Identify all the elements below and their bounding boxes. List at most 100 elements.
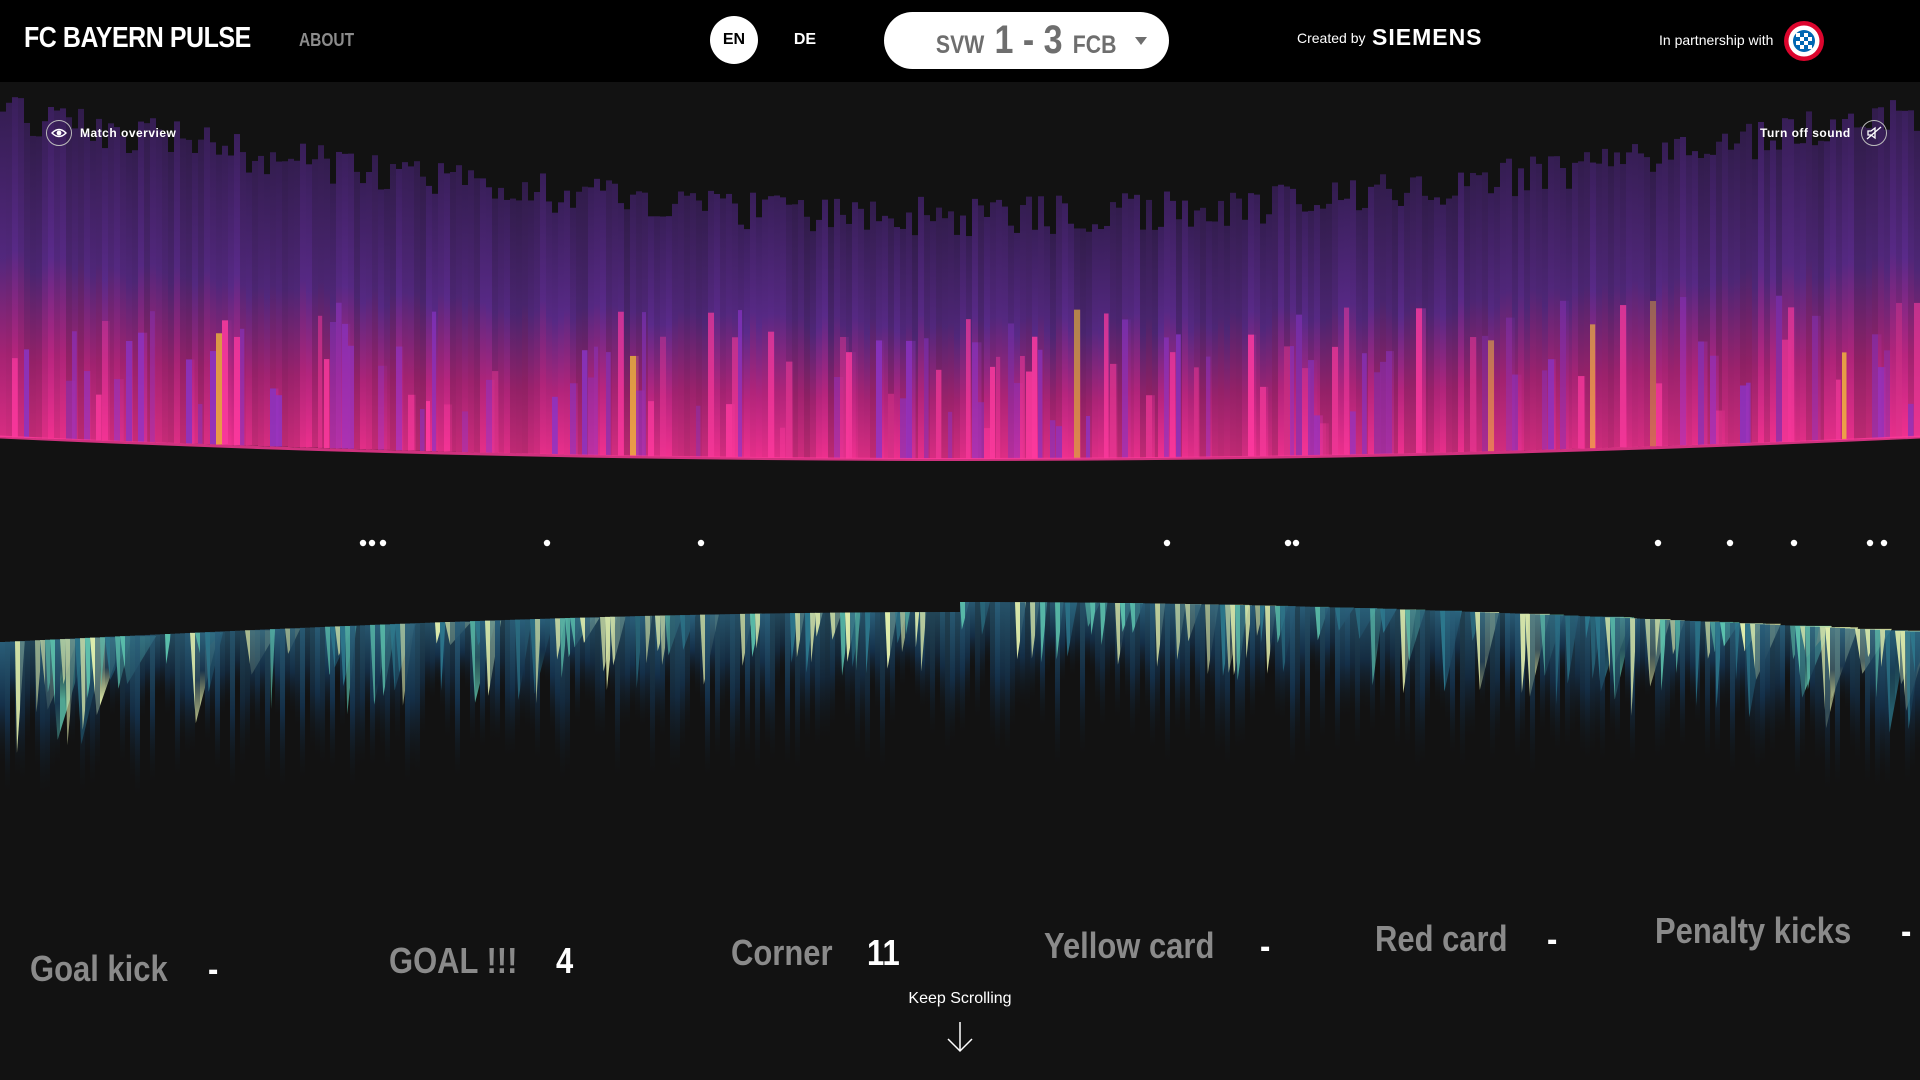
pulse-spike (90, 637, 95, 792)
match-overview-button[interactable]: Match overview (46, 120, 176, 146)
pulse-streak (1578, 376, 1586, 449)
pulse-spike (855, 612, 860, 761)
stat-label: Goal kick (30, 948, 168, 989)
pulse-spike (1280, 606, 1285, 726)
pulse-column (960, 215, 966, 459)
pulse-column (1584, 152, 1590, 449)
pulse-column (1914, 130, 1920, 438)
pulse-column (1590, 162, 1596, 449)
pulse-spike (1070, 602, 1075, 680)
pulse-spike (955, 612, 960, 728)
pulse-column (30, 135, 36, 439)
arrow-down-icon[interactable] (945, 1020, 975, 1054)
pulse-column (1206, 221, 1212, 458)
pulse-streak (84, 371, 91, 441)
pulse-spike (780, 613, 785, 676)
pulse-streak (708, 312, 715, 458)
lang-en-button[interactable]: EN (710, 16, 758, 64)
pulse-streak (1008, 323, 1015, 459)
pulse-streak (24, 349, 30, 438)
pulse-spike (755, 613, 760, 781)
pulse-column (882, 215, 888, 459)
pulse-column (318, 145, 324, 448)
pulse-streak (126, 341, 133, 442)
pulse-column (768, 196, 774, 458)
pulse-column (546, 201, 552, 455)
pulse-column (228, 155, 234, 446)
pulse-spike (540, 618, 545, 681)
pulse-spike (20, 641, 25, 787)
pulse-column (552, 212, 558, 455)
pulse-spike (170, 633, 175, 711)
stat-value: - (1901, 910, 1912, 951)
pulse-streak (408, 394, 416, 451)
pulse-spike (1820, 627, 1825, 767)
pulse-spike (865, 612, 870, 773)
pulse-column (1752, 159, 1758, 443)
pulse-spike (285, 628, 290, 711)
pulse-spike (970, 602, 975, 671)
pulse-spike (1915, 631, 1920, 758)
pulse-column (816, 219, 822, 459)
pulse-spike (965, 602, 970, 709)
pulse-spike (1310, 606, 1315, 670)
pulse-spike (55, 639, 60, 768)
about-link[interactable]: ABOUT (299, 30, 355, 50)
pulse-column (666, 216, 672, 457)
pulse-bottom-wave (0, 602, 1920, 802)
pulse-spike (1195, 604, 1200, 718)
pulse-spike (1435, 610, 1440, 707)
pulse-column (1182, 200, 1188, 458)
brand-logo[interactable]: FC BAYERN PULSE (24, 22, 251, 54)
pulse-column (192, 152, 198, 444)
pulse-spike (1275, 605, 1280, 723)
pulse-streak (1248, 334, 1257, 457)
fc-bayern-logo-icon[interactable] (1783, 20, 1825, 62)
pulse-streak (1512, 374, 1522, 451)
pulse-column (1896, 110, 1902, 438)
pulse-column (996, 199, 1002, 459)
stat-value: - (208, 948, 219, 989)
pulse-spike (1145, 603, 1150, 714)
eye-icon (46, 120, 72, 146)
pulse-streak (66, 380, 76, 440)
pulse-column (1158, 226, 1164, 458)
pulse-column (696, 200, 702, 457)
pulse-spike (1580, 616, 1585, 761)
pulse-spike (435, 622, 440, 688)
turn-off-sound-label: Turn off sound (1760, 126, 1851, 140)
pulse-spike (95, 637, 100, 775)
pulse-column (1680, 136, 1686, 446)
pulse-spike (1355, 608, 1360, 755)
pulse-column (1008, 225, 1014, 459)
pulse-streak (1170, 352, 1176, 458)
lang-de-button[interactable]: DE (793, 31, 817, 48)
pulse-streak (1362, 353, 1367, 455)
pulse-spike (1405, 609, 1410, 754)
turn-off-sound-button[interactable]: Turn off sound (1760, 120, 1887, 146)
pulse-column (426, 185, 432, 452)
pulse-column (594, 178, 600, 456)
pulse-spike (120, 636, 125, 770)
pulse-column (1464, 186, 1470, 452)
pulse-spike (1570, 615, 1575, 741)
pulse-streak (924, 338, 929, 459)
pulse-column (144, 123, 150, 443)
pulse-spike (1685, 620, 1690, 696)
pulse-column (762, 199, 768, 458)
pulse-spike (1130, 603, 1135, 745)
pulse-column (1512, 196, 1518, 451)
pulse-column (1002, 206, 1008, 459)
match-selector[interactable]: SVW 1 - 3 FCB (884, 12, 1169, 69)
pulse-spike (1455, 611, 1460, 687)
pulse-spike (190, 632, 195, 756)
pulse-streak (1812, 315, 1821, 441)
pulse-spike (925, 612, 930, 711)
pulse-spike (695, 614, 700, 699)
pulse-streak (342, 323, 351, 449)
pulse-spike (980, 602, 985, 694)
pulse-spike (1865, 629, 1870, 791)
pulse-column (270, 152, 276, 447)
siemens-logo[interactable]: SIEMENS (1372, 24, 1483, 50)
pulse-spike (1825, 627, 1830, 798)
